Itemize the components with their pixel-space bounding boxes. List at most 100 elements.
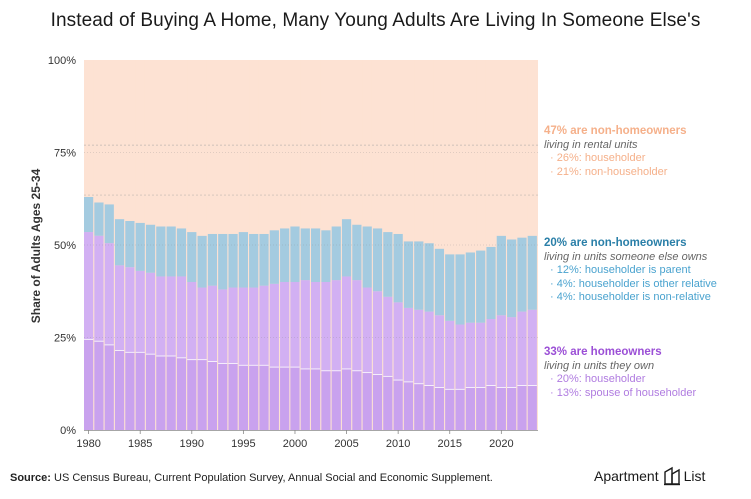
bar-rental-2006 (352, 60, 362, 225)
bar-homeowner_spouse-1988 (166, 276, 176, 356)
bar-rental-2012 (414, 60, 424, 242)
bar-homeowner_householder-2019 (486, 385, 496, 430)
bar-rental-1989 (176, 60, 187, 229)
y-tick-label: 25% (54, 333, 76, 345)
bar-rental-1995 (238, 60, 248, 233)
bar-homeowner_householder-2013 (424, 385, 434, 430)
bar-homeowner_householder-1994 (228, 363, 238, 430)
bar-homeowner_householder-1984 (125, 352, 135, 430)
bar-other_owner-2017 (465, 252, 475, 323)
bar-other_owner-2013 (424, 243, 434, 312)
bar-homeowner_spouse-2005 (341, 276, 352, 369)
bar-rental-1983 (114, 60, 125, 220)
axes-layer: 0% 25% 50% 75% 100% 1980 1985 1990 1995 2000 2005 2… (48, 55, 538, 450)
bar-homeowner_spouse-2009 (383, 296, 393, 377)
bar-homeowner_householder-1982 (104, 344, 114, 430)
y-tick-label: 0% (60, 425, 76, 437)
bar-homeowner_spouse-2021 (507, 317, 517, 388)
apartment-list-logo: Apartment List (594, 466, 705, 486)
bar-rental-2007 (362, 60, 372, 227)
bar-homeowner_householder-2016 (455, 389, 465, 430)
bar-rental-1985 (135, 60, 145, 223)
bar-rental-1991 (197, 60, 207, 236)
chart-title: Instead of Buying A Home, Many Young Adu… (50, 10, 701, 31)
bar-homeowner_householder-2012 (414, 383, 424, 430)
bar-homeowner_householder-1989 (176, 357, 187, 430)
bar-other_owner-2010 (393, 233, 403, 303)
bar-rental-2005 (341, 60, 352, 220)
bar-rental-2022 (517, 60, 527, 238)
x-tick-label: 2000 (283, 438, 307, 450)
bar-other_owner-1989 (176, 228, 187, 277)
bar-homeowner_householder-1999 (280, 367, 290, 430)
bar-homeowner_householder-1981 (94, 341, 104, 430)
bar-homeowner_householder-1987 (156, 356, 166, 430)
bar-homeowner_spouse-1987 (156, 276, 166, 356)
bar-rental-2023 (527, 60, 537, 236)
bars-layer (84, 60, 538, 430)
bar-homeowner_spouse-2001 (300, 280, 310, 369)
bar-rental-1982 (104, 60, 114, 205)
bar-rental-2011 (403, 60, 414, 242)
bar-homeowner_householder-2009 (383, 376, 393, 430)
bar-homeowner_householder-2023 (527, 385, 537, 430)
bar-other_owner-1991 (197, 235, 207, 288)
bar-homeowner_householder-2000 (290, 367, 300, 430)
x-tick-label: 2020 (489, 438, 513, 450)
bar-other_owner-2001 (300, 228, 310, 281)
bar-rental-2014 (434, 60, 445, 249)
x-tick-label: 1995 (231, 438, 255, 450)
x-tick-label: 2010 (386, 438, 410, 450)
bar-other_owner-2008 (372, 228, 383, 292)
bar-homeowner_spouse-2011 (403, 307, 414, 382)
bar-homeowner_spouse-1983 (114, 265, 125, 351)
bar-homeowner_householder-2008 (372, 374, 383, 430)
bar-homeowner_spouse-1995 (238, 287, 248, 366)
bar-homeowner_spouse-1997 (259, 285, 269, 366)
bar-homeowner_spouse-2008 (372, 291, 383, 375)
bar-homeowner_householder-2004 (331, 370, 341, 430)
bar-other_owner-1992 (207, 233, 218, 286)
bar-other_owner-1984 (125, 220, 135, 268)
bar-homeowner_householder-2020 (496, 387, 506, 430)
bar-rental-1999 (280, 60, 290, 229)
bar-rental-2002 (311, 60, 321, 229)
bar-rental-2000 (290, 60, 300, 227)
bar-homeowner_spouse-2022 (517, 311, 527, 386)
source-text: US Census Bureau, Current Population Sur… (50, 472, 493, 484)
bar-homeowner_spouse-1984 (125, 267, 135, 353)
bar-rental-2001 (300, 60, 310, 229)
bar-homeowner_householder-1990 (187, 359, 197, 430)
bar-homeowner_householder-2002 (311, 368, 321, 430)
y-tick-label: 75% (54, 148, 76, 160)
bar-other_owner-2011 (403, 241, 414, 308)
bar-rental-2016 (455, 60, 465, 255)
bar-other_owner-2018 (476, 250, 486, 323)
reference-lines-layer (84, 144, 538, 338)
bar-homeowner_spouse-2010 (393, 302, 403, 381)
bar-other_owner-1995 (238, 232, 248, 288)
bar-homeowner_householder-2011 (403, 381, 414, 430)
apartment-list-logo-icon (663, 466, 680, 486)
annotation-other-detail-2: · 4%: householder is other relative (550, 277, 717, 290)
bar-rental-1993 (218, 60, 228, 234)
bar-rental-1980 (84, 60, 94, 197)
bar-homeowner_spouse-1994 (228, 287, 238, 364)
bar-homeowner_spouse-2020 (496, 315, 506, 388)
bar-homeowner_spouse-1992 (207, 285, 218, 362)
bar-homeowner_householder-2022 (517, 385, 527, 430)
bar-homeowner_householder-2010 (393, 380, 403, 430)
bar-homeowner_spouse-1980 (84, 232, 94, 340)
x-tick-label: 2015 (438, 438, 462, 450)
source-label: Source: (10, 472, 51, 484)
bar-homeowner_spouse-1996 (249, 287, 259, 366)
bar-other_owner-1986 (145, 224, 156, 273)
bar-homeowner_spouse-2018 (476, 322, 486, 388)
bar-rental-1990 (187, 60, 197, 233)
bar-other_owner-1996 (249, 233, 259, 288)
bar-other_owner-1987 (156, 226, 166, 277)
bar-homeowner_spouse-1993 (218, 289, 228, 364)
bar-homeowner_householder-1985 (135, 352, 145, 430)
source-footer: Source: US Census Bureau, Current Popula… (10, 472, 493, 484)
bar-rental-1981 (94, 60, 104, 203)
